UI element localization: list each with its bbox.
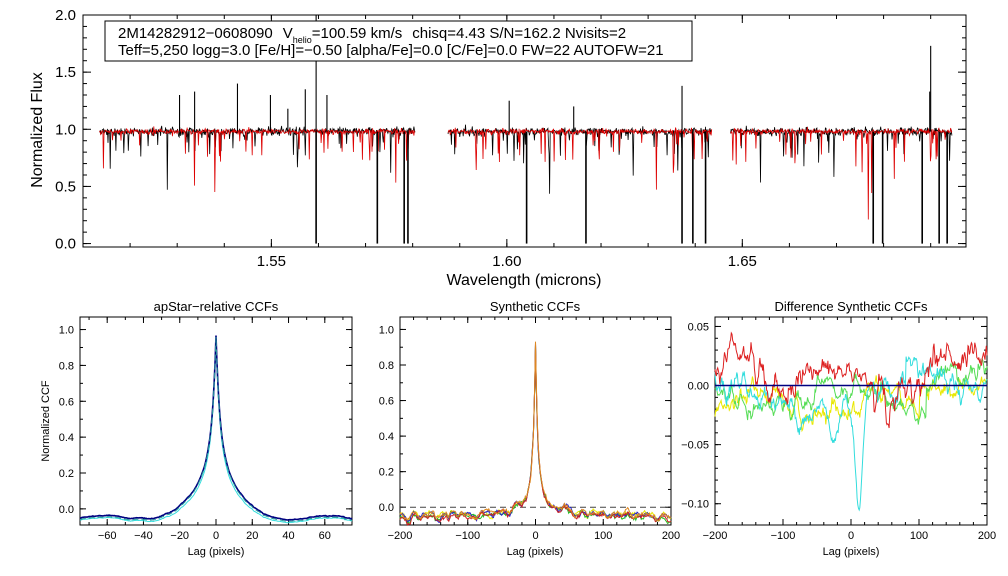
info-object: 2M14282912−0608090 [118, 25, 273, 42]
y-tick-label: 0.5 [55, 178, 76, 195]
spectrum-model-chip [447, 127, 713, 190]
y-tick-label: −0.05 [681, 440, 709, 452]
synthetic-ccf-x-label: Lag (pixels) [507, 546, 564, 558]
x-tick-label: 100 [910, 530, 928, 542]
spectrum-observed-chip [730, 125, 953, 183]
x-tick-label: 60 [319, 530, 331, 542]
y-tick-label: 0.8 [59, 360, 74, 372]
x-tick-label: −100 [771, 530, 796, 542]
y-tick-label: 0.8 [379, 360, 394, 372]
apstar-ccf-title: apStar−relative CCFs [154, 299, 279, 314]
spectrum-panel: 1.55 1.60 1.65 0.0 0.5 1.0 1.5 2.0 Wavelength (… [29, 7, 967, 289]
x-tick-label: 0 [532, 530, 538, 542]
difference-ccf-panel: −200 −100 0 100 200 0.05 0.00 −0.05 −0.10 Differ… [681, 299, 996, 558]
difference-line-cyan [714, 356, 988, 512]
x-tick-label: 100 [594, 530, 612, 542]
x-tick-label: 200 [662, 530, 680, 542]
apstar-ccf-lines [79, 335, 353, 524]
spectrum-model-chip [99, 126, 416, 193]
difference-ccf-ticks: −200 −100 0 100 200 0.05 0.00 −0.05 −0.10 [681, 317, 996, 542]
x-tick-label: 0 [848, 530, 854, 542]
info-line-2: Teff=5,250 logg=3.0 [Fe/H]=−0.50 [alpha/… [118, 42, 664, 59]
x-tick-label: −40 [134, 530, 153, 542]
x-tick-label: 0 [213, 530, 219, 542]
synthetic-ccf-line-orange [399, 341, 672, 522]
difference-line-green [714, 356, 988, 425]
y-tick-label: 1.0 [379, 324, 394, 336]
apstar-ccf-x-label: Lag (pixels) [188, 546, 245, 558]
synthetic-ccf-panel: −200 −100 0 100 200 0.0 0.2 0.4 0.6 0.8 1.0 Synthe… [379, 299, 680, 558]
difference-ccf-lines [714, 331, 988, 512]
info-box: 2M14282912−0608090 Vhelio=100.59 km/s chis… [104, 20, 693, 62]
y-tick-label: 0.4 [379, 431, 394, 443]
apstar-ccf-panel: −60 −40 −20 0 20 40 60 0.0 0.2 0.4 0.6 0.8 1.0 apSta… [40, 299, 353, 558]
y-tick-label: 1.0 [59, 325, 74, 337]
spectrum-x-label: Wavelength (microns) [446, 272, 601, 289]
x-tick-label: 1.60 [492, 253, 521, 270]
y-tick-label: 0.05 [688, 321, 709, 333]
x-tick-label: 200 [978, 530, 996, 542]
y-tick-label: 0.2 [379, 467, 394, 479]
difference-line-red [714, 331, 988, 429]
info-v-value: =100.59 km/s [312, 25, 402, 42]
y-tick-label: 0.6 [59, 396, 74, 408]
y-tick-label: 0.6 [379, 396, 394, 408]
y-tick-label: 0.0 [379, 502, 394, 514]
x-tick-label: 1.55 [257, 253, 286, 270]
y-tick-label: 0.4 [59, 432, 74, 444]
spectrum-model-chip [730, 126, 953, 220]
spectrum-y-label: Normalized Flux [29, 72, 46, 188]
spectrum-observed-chip [447, 124, 713, 194]
synthetic-ccf-ticks: −200 −100 0 100 200 0.0 0.2 0.4 0.6 0.8 1.0 [379, 317, 680, 542]
difference-ccf-title: Difference Synthetic CCFs [775, 299, 928, 314]
spectrum-frame [82, 14, 967, 248]
info-box-border [104, 20, 693, 62]
x-tick-label: 20 [246, 530, 258, 542]
spectrum-lines [99, 15, 953, 244]
x-tick-label: −200 [703, 530, 728, 542]
y-tick-label: 0.2 [59, 468, 74, 480]
x-tick-label: 40 [282, 530, 294, 542]
info-line-1: 2M14282912−0608090 Vhelio=100.59 km/s chis… [118, 25, 626, 45]
synthetic-ccf-line-yellow [399, 345, 672, 524]
spectrum-x-ticks: 1.55 1.60 1.65 0.0 0.5 1.0 1.5 2.0 [55, 7, 966, 270]
info-v: V [283, 25, 293, 42]
ccf-line-navy [79, 335, 353, 521]
info-rest: chisq=4.43 S/N=162.2 Nvisits=2 [412, 25, 626, 42]
difference-ccf-x-label: Lag (pixels) [823, 546, 880, 558]
y-tick-label: 1.5 [55, 64, 76, 81]
ccf-line-cyan [79, 341, 353, 524]
apstar-ccf-y-label: Normalized CCF [40, 380, 52, 462]
y-tick-label: 0.00 [688, 381, 709, 393]
apstar-ccf-ticks: −60 −40 −20 0 20 40 60 0.0 0.2 0.4 0.6 0.8 1.0 [59, 317, 352, 542]
ccf-line-teal-dashed [79, 336, 353, 523]
x-tick-label: 1.65 [728, 253, 757, 270]
x-tick-label: −20 [170, 530, 189, 542]
info-v-sub: helio [293, 35, 312, 45]
synthetic-ccf-title: Synthetic CCFs [490, 299, 581, 314]
synthetic-ccf-line-blue [399, 343, 672, 523]
x-tick-label: −100 [455, 530, 480, 542]
x-tick-label: −60 [98, 530, 117, 542]
x-tick-label: −200 [388, 530, 413, 542]
y-tick-label: 0.0 [59, 504, 74, 516]
y-tick-label: −0.10 [681, 499, 709, 511]
y-tick-label: 1.0 [55, 121, 76, 138]
synthetic-ccf-lines [399, 341, 672, 527]
difference-line-yellow [714, 375, 988, 433]
y-tick-label: 2.0 [55, 7, 76, 24]
y-tick-label: 0.0 [55, 236, 76, 253]
spectrum-observed-chip [99, 125, 416, 190]
